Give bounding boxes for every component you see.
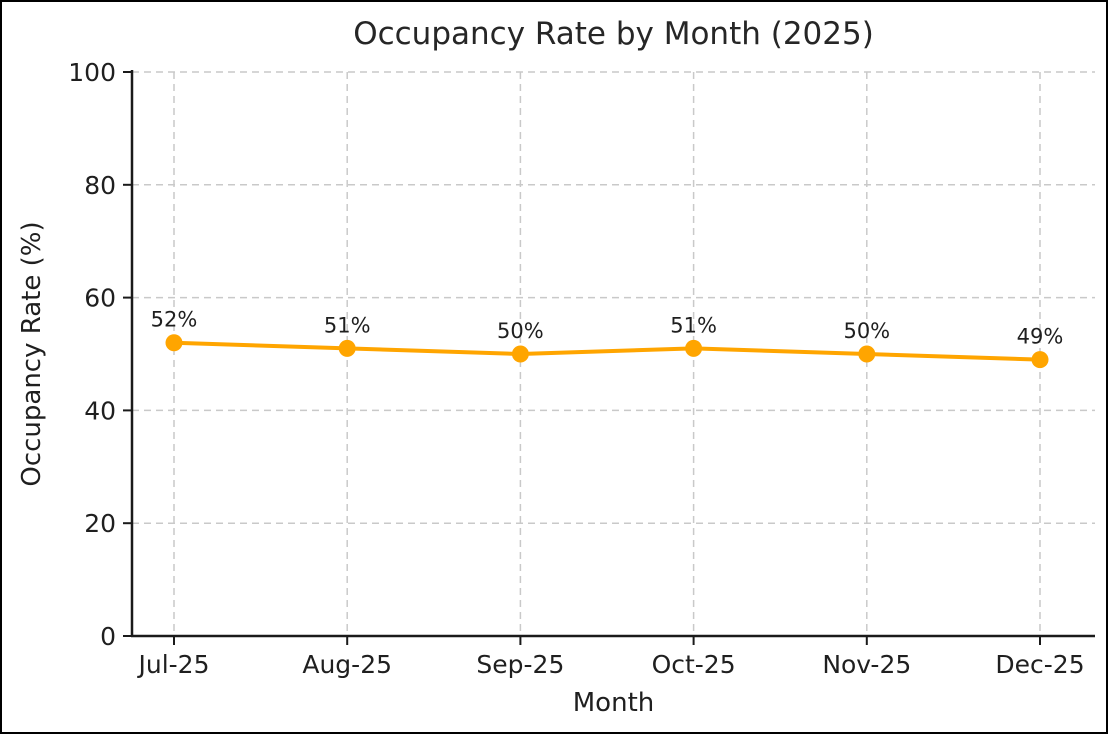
data-point bbox=[685, 339, 703, 357]
data-point-label: 51% bbox=[670, 313, 717, 337]
data-point-label: 50% bbox=[843, 319, 890, 343]
x-axis-title: Month bbox=[572, 688, 655, 718]
data-point-label: 49% bbox=[1017, 325, 1064, 349]
data-point bbox=[165, 334, 183, 352]
x-tick-label: Dec-25 bbox=[995, 650, 1084, 679]
x-tick-label: Nov-25 bbox=[822, 650, 911, 679]
data-point bbox=[338, 339, 356, 357]
chart-title: Occupancy Rate by Month (2025) bbox=[353, 16, 874, 52]
y-tick-label: 80 bbox=[84, 171, 116, 200]
data-line bbox=[172, 340, 1042, 362]
x-tick-label: Aug-25 bbox=[302, 650, 392, 679]
y-tick-label: 100 bbox=[68, 58, 116, 87]
y-tick-label: 40 bbox=[84, 396, 116, 425]
data-point-label: 52% bbox=[151, 308, 198, 332]
data-point bbox=[511, 345, 529, 363]
data-point-label: 51% bbox=[324, 313, 371, 337]
y-tick-label: 20 bbox=[84, 509, 116, 538]
x-tick-label: Jul-25 bbox=[137, 650, 210, 679]
x-tick-label: Sep-25 bbox=[476, 650, 564, 679]
x-tick-label: Oct-25 bbox=[652, 650, 736, 679]
y-tick-label: 0 bbox=[100, 622, 116, 651]
y-tick-label: 60 bbox=[84, 284, 116, 313]
data-point-label: 50% bbox=[497, 319, 544, 343]
data-point bbox=[1031, 351, 1049, 369]
data-point bbox=[858, 345, 876, 363]
